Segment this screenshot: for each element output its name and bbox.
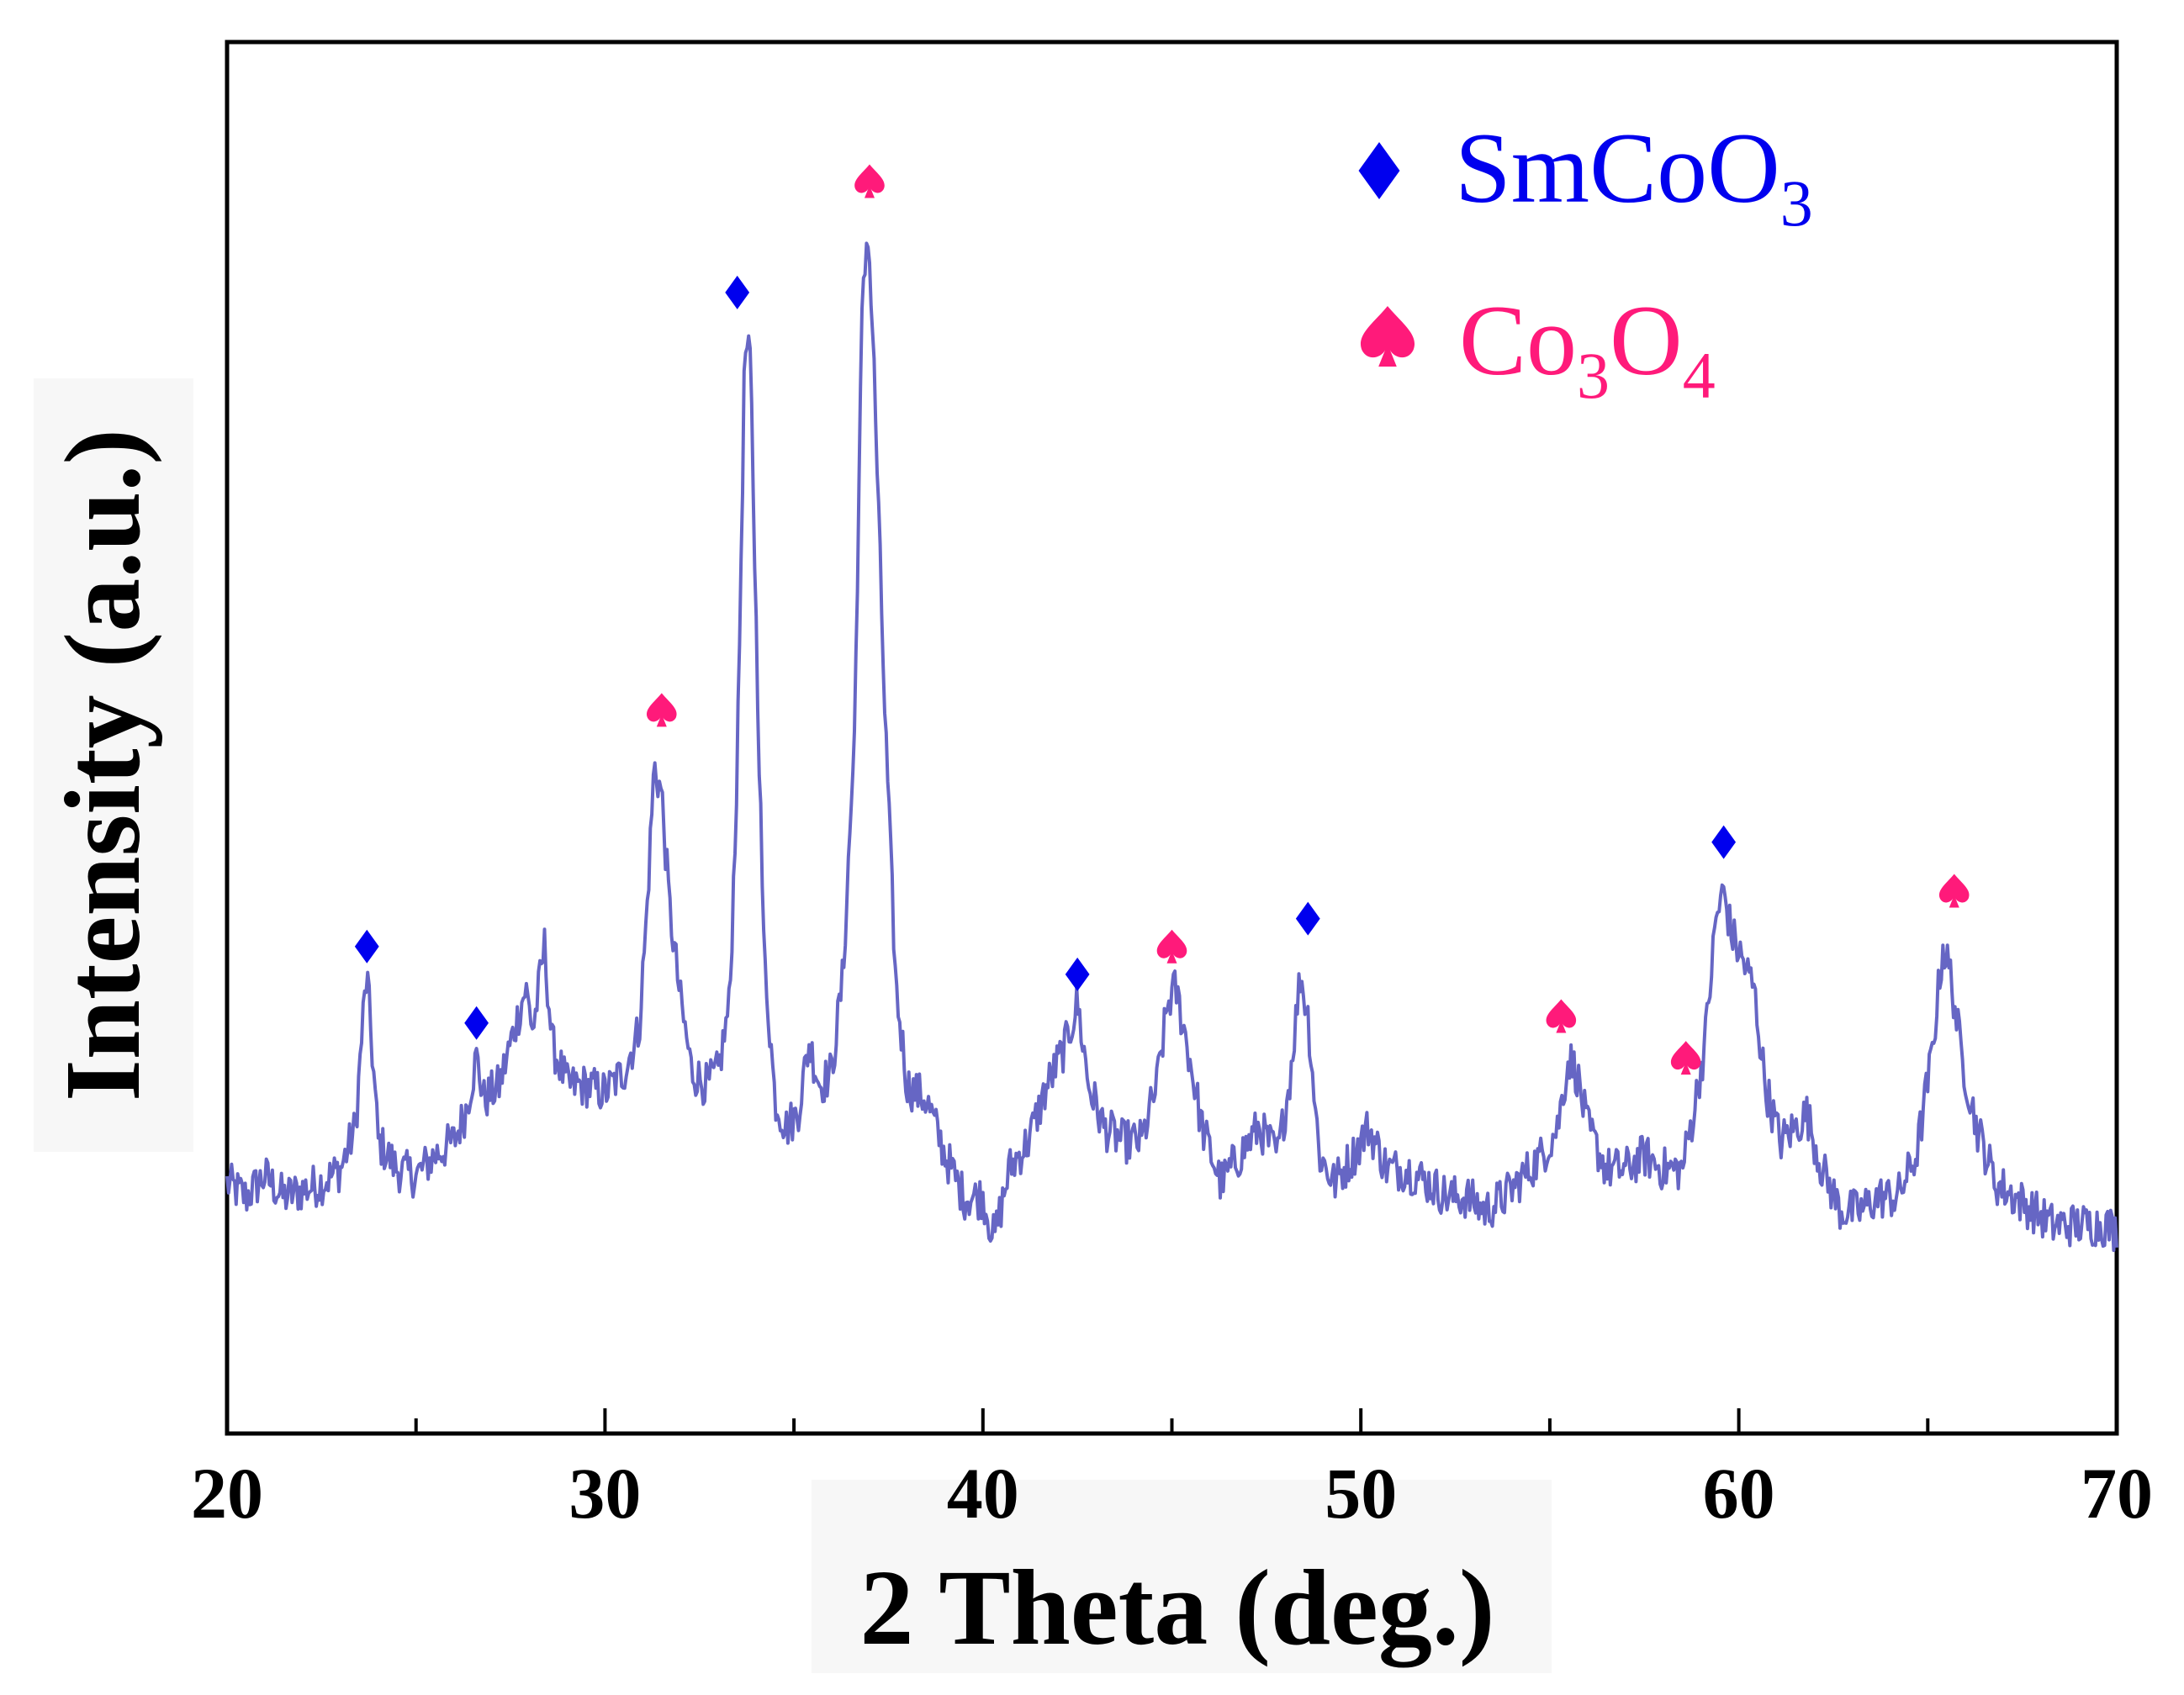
co3o4-peak-marker [647,693,677,727]
smcoo3-peak-marker [464,1006,489,1040]
smcoo3-peak-marker [354,929,379,964]
ylabel-background [34,378,193,1152]
legend-label-co3o4: Co3O4 [1459,284,1716,412]
legend-item-smcoo3: SmCoO3 [1358,112,1813,240]
peak-markers [354,164,1970,1075]
x-tick-label: 30 [568,1453,641,1534]
co3o4-peak-marker [854,164,885,198]
x-tick-label: 20 [191,1453,263,1534]
plot-area [225,40,2119,1436]
spade-icon [1360,306,1415,367]
diamond-icon [1358,142,1400,199]
co3o4-peak-marker [1670,1041,1701,1075]
smcoo3-peak-marker [725,275,750,309]
smcoo3-peak-marker [1711,825,1737,859]
x-tick-label: 50 [1325,1453,1397,1534]
co3o4-peak-marker [1546,999,1577,1033]
co3o4-peak-marker [1938,874,1970,908]
legend: SmCoO3 Co3O4 [1358,112,1813,412]
x-axis-title: 2 Theta (deg.) [860,1548,1495,1667]
smcoo3-peak-marker [1065,957,1090,991]
xlabel-background [812,1480,1552,1673]
x-tick-label: 60 [1703,1453,1775,1534]
x-tick-label: 40 [947,1453,1019,1534]
x-axis-ticks [225,1408,2118,1434]
legend-label-smcoo3: SmCoO3 [1455,112,1813,240]
y-axis-title: Intensity (a.u.) [43,429,162,1101]
xrd-series-line [225,241,2118,1253]
x-tick-label: 70 [2081,1453,2153,1534]
legend-item-co3o4: Co3O4 [1360,284,1716,412]
plot-frame [225,40,2119,1436]
smcoo3-peak-marker [1295,901,1320,936]
co3o4-peak-marker [1156,929,1187,964]
x-tick-labels: 20 30 40 50 60 70 [191,1453,2153,1534]
